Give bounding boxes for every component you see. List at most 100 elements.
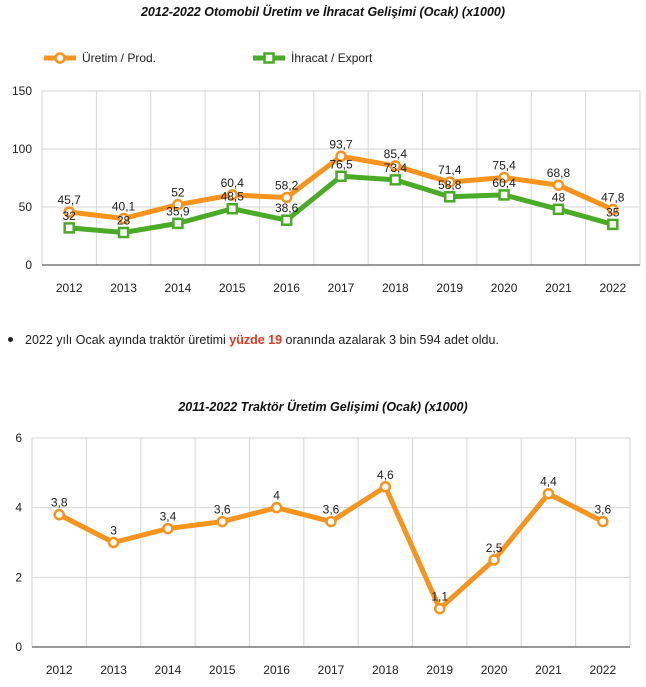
chart1-series-0-point (117, 212, 130, 225)
chart1-x-tick-label: 2017 (328, 281, 355, 295)
chart2-y-tick-label: 2 (15, 570, 22, 584)
chart2-series-0-data-label: 4 (273, 489, 280, 503)
chart1-series-1-point (335, 170, 347, 183)
chart1-series-1-data-label: 32 (63, 209, 77, 223)
chart2-series-0-point (53, 508, 65, 521)
chart2-svg: 0 2 4 6 2012 2013 2014 2015 2016 2017 2018 2019 2020… (15, 431, 631, 677)
chart2-series-0-data-label: 4,4 (540, 475, 557, 489)
chart1-series-0-data-label: 93,7 (329, 137, 353, 151)
chart1-series-1-data-label: 73,4 (384, 161, 408, 175)
chart2-series-0-data-label: 4,6 (377, 468, 394, 482)
chart1-series-0-data-label: 68,8 (547, 166, 571, 180)
chart2-title: 2011-2022 Traktör Üretim Gelişimi (Ocak)… (178, 400, 468, 414)
chart1-series-0-point (172, 198, 184, 211)
chart2-series-0-data-label: 3 (110, 524, 117, 538)
chart2-y-tick-label: 6 (15, 431, 22, 445)
chart1-series-0-data-label: 71,4 (438, 163, 462, 177)
chart1-series-0-point (552, 179, 565, 191)
chart1-series-1-point (389, 174, 402, 186)
chart1-series-1-data-label: 60,4 (492, 176, 516, 190)
chart2-series-0-point (542, 487, 555, 500)
chart1-series-1-data-label: 58,8 (438, 178, 462, 192)
chart1-series-1-point (280, 214, 293, 226)
chart1-series-0-point (389, 160, 402, 172)
chart1-series-0-data-label: 47,8 (601, 191, 625, 205)
chart2-x-tick-label: 2012 (46, 663, 73, 677)
bullet-highlight: yüzde 19 (229, 333, 283, 347)
bullet-text-before: 2022 yılı Ocak ayında traktör üretimi (25, 333, 230, 347)
chart1-series-0-data-label: 58,2 (275, 178, 299, 192)
chart2-series-0-data-label: 3,6 (594, 503, 611, 517)
chart2-series-0-point (325, 515, 337, 528)
chart1-series-1-data-label: 48,5 (221, 190, 245, 204)
chart1-series-1-point (607, 218, 619, 231)
chart2-x-tick-label: 2017 (318, 663, 345, 677)
legend-ihracat-label: İhracat / Export (291, 51, 373, 65)
chart2-x-tick-label: 2020 (481, 663, 508, 677)
chart2-series-0-data-label: 3,6 (214, 503, 231, 517)
chart2-series-0-data-label: 3,4 (160, 510, 177, 524)
chart1-series-0-data-label: 40,1 (112, 199, 136, 213)
chart1-y-tick-label: 100 (12, 142, 32, 156)
chart1-x-tick-label: 2016 (273, 281, 300, 295)
legend-uretim-label: Üretim / Prod. (82, 51, 156, 65)
chart2-x-tick-label: 2019 (426, 663, 453, 677)
chart1-x-tick-label: 2019 (436, 281, 463, 295)
chart1-x-tick-label: 2020 (491, 281, 518, 295)
bullet-text-after: oranında azalarak 3 bin 594 adet oldu. (282, 333, 499, 347)
chart1-series-1-point (498, 189, 510, 201)
chart1-series-0-point (280, 191, 293, 204)
chart2-series-0-data-label: 2,5 (486, 541, 503, 555)
chart2-series-0-point (379, 481, 392, 493)
chart1-series-0-point (63, 206, 75, 218)
chart2-x-tick-label: 2022 (589, 663, 616, 677)
chart2-y-tick-label: 4 (15, 501, 22, 515)
chart1-svg: 0 50 100 150 2012 2013 2014 2015 2016 2017 2018 201… (12, 51, 641, 295)
chart1-title: 2012-2022 Otomobil Üretim ve İhracat Gel… (140, 5, 506, 19)
chart1-x-tick-label: 2012 (56, 281, 83, 295)
chart1-series-0-point (226, 189, 239, 201)
bullet-dot (8, 337, 13, 343)
chart1-series-1-data-label: 48 (552, 190, 566, 204)
chart2-series-0-point (107, 536, 120, 549)
chart1-series-1-data-label: 35 (606, 205, 620, 219)
legend-ihracat-swatch-marker (263, 52, 275, 64)
chart2-x-tick-label: 2021 (535, 663, 562, 677)
chart2-series-0-point (270, 501, 283, 514)
chart1-series-1-point (172, 217, 184, 230)
chart1-series-0-point (443, 176, 456, 188)
chart1-x-tick-label: 2013 (110, 281, 137, 295)
chart1-series-1-data-label: 28 (117, 214, 131, 228)
chart1-series-0-point (498, 171, 510, 184)
chart2-series-0-point (488, 554, 500, 566)
chart1-series-1-data-label: 38,6 (275, 201, 299, 215)
chart1-series-1-point (226, 202, 239, 215)
chart1-y-tick-label: 150 (12, 84, 32, 98)
chart1-y-tick-label: 50 (19, 200, 33, 214)
chart1-x-tick-label: 2022 (599, 281, 626, 295)
chart2-series-0-point (433, 602, 446, 615)
chart1-x-tick-label: 2021 (545, 281, 572, 295)
chart1-x-tick-label: 2015 (219, 281, 246, 295)
chart2-series-0-point (216, 515, 229, 528)
chart2-y-tick-label: 0 (15, 640, 22, 654)
chart1-series-1-data-label: 35,9 (166, 204, 190, 218)
chart1-series-0-data-label: 52 (171, 186, 185, 200)
chart1-x-tick-label: 2014 (165, 281, 192, 295)
chart1-series-0-data-label: 60,4 (221, 176, 245, 190)
chart2-x-tick-label: 2013 (100, 663, 127, 677)
chart1-series-0-point (607, 203, 619, 216)
chart1-x-tick-label: 2018 (382, 281, 409, 295)
chart2-series-0-point (597, 515, 609, 528)
chart1-series-0-data-label: 85,4 (384, 147, 408, 161)
chart2-series-0-point (162, 522, 174, 535)
chart2-series-0-data-label: 3,8 (51, 496, 68, 510)
chart1-series-0-data-label: 75,4 (492, 159, 516, 173)
chart1-series-1-point (63, 222, 75, 234)
chart2-series-0-data-label: 1,1 (431, 590, 448, 604)
bullet-text: 2022 yılı Ocak ayında traktör üretimi yü… (8, 333, 499, 347)
chart1-series-0-data-label: 45,7 (58, 193, 82, 207)
chart1-series-1-point (552, 203, 565, 216)
chart2-x-tick-label: 2016 (263, 663, 290, 677)
chart1-series-0-point (335, 150, 347, 163)
